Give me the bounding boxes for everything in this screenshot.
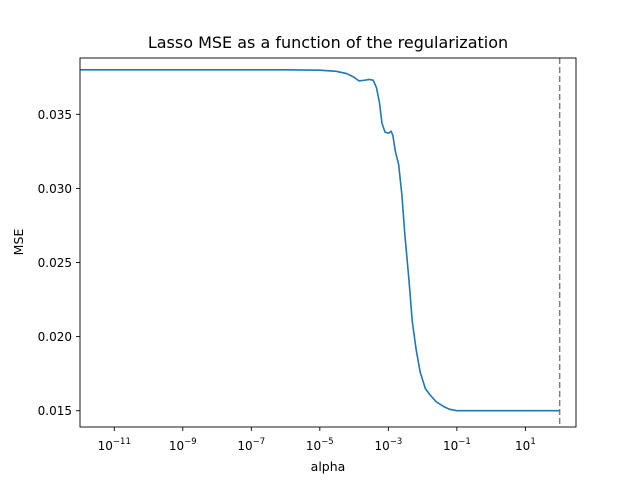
y-tick-label: 0.025 [38, 256, 72, 270]
x-axis-label: alpha [311, 459, 346, 474]
x-tick-label-exponent: −1 [458, 437, 471, 447]
x-axis-ticks: 10−11 10−9 10−7 10−5 10−3 10−1 101 [98, 427, 536, 453]
x-tick-label: 10−9 [169, 437, 197, 453]
series-line-mse [80, 69, 560, 412]
y-tick-label: 0.015 [38, 404, 72, 418]
x-tick-label-base: 10 [443, 439, 458, 453]
x-tick-label-exponent: −3 [390, 437, 403, 447]
axes-frame [79, 57, 577, 428]
chart-title: Lasso MSE as a function of the regulariz… [148, 33, 508, 52]
x-tick-label: 101 [515, 437, 536, 453]
x-tick-label-base: 10 [515, 439, 530, 453]
x-tick-label: 10−5 [306, 437, 334, 453]
y-axis-label: MSE [11, 229, 26, 256]
x-tick-label-base: 10 [237, 439, 252, 453]
x-tick-label-base: 10 [374, 439, 389, 453]
plot-area [79, 57, 577, 428]
x-tick-label: 10−3 [374, 437, 402, 453]
x-tick-label: 10−1 [443, 437, 471, 453]
y-tick-label: 0.035 [38, 108, 72, 122]
x-tick-label-exponent: −9 [184, 437, 197, 447]
y-tick-label: 0.020 [38, 330, 72, 344]
x-tick-label-base: 10 [98, 439, 113, 453]
x-tick-label-exponent: 1 [530, 437, 535, 447]
x-tick-label: 10−7 [237, 437, 265, 453]
x-tick-label-exponent: −7 [253, 437, 266, 447]
y-axis-ticks: 0.015 0.020 0.025 0.030 0.035 [38, 108, 80, 418]
x-tick-label-exponent: −5 [321, 437, 334, 447]
x-tick-label-base: 10 [306, 439, 321, 453]
x-tick-label-exponent: −11 [113, 437, 131, 447]
x-tick-label-base: 10 [169, 439, 184, 453]
y-tick-label: 0.030 [38, 182, 72, 196]
x-tick-label: 10−11 [98, 437, 131, 453]
